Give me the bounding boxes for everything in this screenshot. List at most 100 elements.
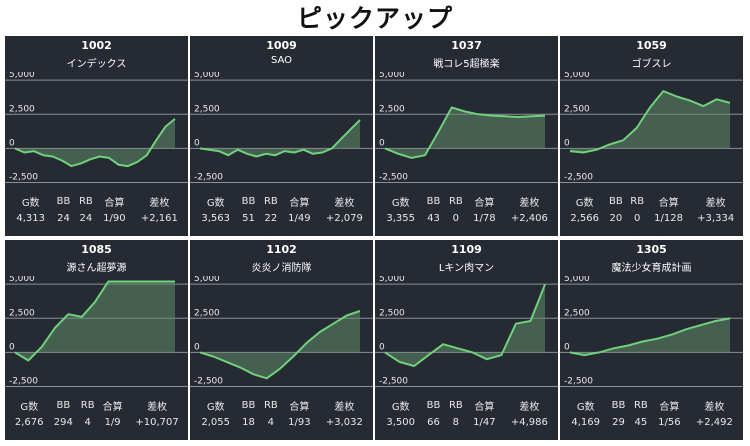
machine-stats: G数 BB RB 合算 差枚 2,055 18 4 1/93 +3,032: [194, 397, 372, 431]
machine-card[interactable]: 1305 魔法少女育成計画 5,000 2,500 0 -2,500 G数 BB RB 合算 差枚 4…: [560, 240, 743, 440]
y-tick-label: 2,500: [379, 308, 405, 318]
stat-header: 差枚: [519, 198, 540, 209]
y-tick-label: -2,500: [564, 376, 593, 386]
stat-combined: 1/90: [103, 213, 126, 224]
machine-card[interactable]: 1059 ゴブスレ 5,000 2,500 0 -2,500 G数 BB RB 合算 差枚 2,566…: [560, 36, 743, 236]
stat-rb: 8: [452, 417, 460, 428]
machine-card[interactable]: 1009 SAO 5,000 2,500 0 -2,500 G数 BB RB 合算 差枚 3,563 5…: [190, 36, 373, 236]
y-tick-label: 2,500: [564, 308, 590, 318]
machine-stats: G数 BB RB 合算 差枚 4,313 24 24 1/90 +2,161: [9, 193, 187, 227]
y-tick-label: 0: [379, 342, 385, 352]
machine-card[interactable]: 1109 Lキン肉マン 5,000 2,500 0 -2,500 G数 BB RB 合算 差枚 3,5…: [375, 240, 558, 440]
stat-diff: +2,492: [695, 417, 733, 428]
balance-area: [570, 91, 730, 153]
stat-header: 差枚: [149, 198, 170, 209]
machine-number: 1102: [266, 243, 297, 256]
machine-stats: G数 BB RB 合算 差枚 2,676 294 4 1/9 +10,707: [9, 397, 187, 431]
balance-line: [384, 106, 546, 159]
balance-area: [570, 318, 730, 356]
y-tick-label: -2,500: [379, 376, 408, 386]
stat-rb: 24: [79, 213, 93, 224]
balance-area: [200, 311, 360, 379]
y-tick-label: -2,500: [194, 376, 223, 386]
stat-header: 合算: [102, 402, 123, 413]
stat-header: 差枚: [705, 198, 726, 209]
stat-diff: +3,334: [697, 213, 735, 224]
machine-number: 1305: [636, 243, 667, 256]
y-tick-label: 2,500: [194, 308, 220, 318]
balance-line: [14, 118, 176, 168]
machine-name: インデックス: [66, 59, 127, 70]
stat-header: 合算: [659, 402, 680, 413]
stat-header: RB: [78, 196, 93, 207]
balance-line: [569, 317, 731, 357]
stat-header: BB: [241, 400, 256, 411]
machine-card[interactable]: 1085 源さん超夢源 5,000 2,500 0 -2,500 G数 BB RB 合算 差枚 2,6…: [5, 240, 188, 440]
stat-combined: 1/47: [473, 417, 496, 428]
stat-diff: +10,707: [135, 417, 179, 428]
balance-chart: 5,000 2,500 0 -2,500: [5, 72, 188, 183]
machine-number: 1009: [266, 39, 297, 52]
machine-number: 1059: [636, 39, 667, 52]
balance-chart: 5,000 2,500 0 -2,500: [560, 276, 743, 387]
balance-chart: 5,000 2,500 0 -2,500: [5, 276, 188, 387]
y-tick-label: 5,000: [9, 72, 35, 80]
stat-header: BB: [56, 196, 71, 207]
stat-header: 合算: [104, 198, 125, 209]
machine-card[interactable]: 1037 戦コレ5超極楽 5,000 2,500 0 -2,500 G数 BB RB 合算 差枚 3,…: [375, 36, 558, 236]
stat-bb: 43: [427, 213, 440, 224]
stat-bb: 66: [427, 417, 440, 428]
y-tick-label: 0: [194, 342, 200, 352]
y-tick-label: 0: [564, 342, 570, 352]
stat-combined: 1/49: [288, 213, 311, 224]
machine-name: 魔法少女育成計画: [611, 263, 692, 274]
machine-number: 1109: [451, 243, 482, 256]
stat-games: 2,676: [14, 417, 44, 428]
machine-name: ゴブスレ: [631, 59, 672, 70]
stat-header: G数: [21, 198, 40, 209]
stat-header: BB: [426, 400, 441, 411]
stat-header: 差枚: [334, 198, 355, 209]
stat-header: BB: [609, 196, 623, 207]
y-tick-label: 5,000: [379, 72, 405, 80]
stat-header: 差枚: [147, 402, 168, 413]
machine-stats: G数 BB RB 合算 差枚 3,355 43 0 1/78 +2,406: [379, 193, 557, 227]
machine-card[interactable]: 1102 炎炎ノ消防隊 5,000 2,500 0 -2,500 G数 BB RB 合算 差枚 2,0…: [190, 240, 373, 440]
stat-rb: 22: [264, 213, 278, 224]
stat-header: RB: [448, 400, 463, 411]
y-tick-label: 0: [564, 138, 570, 148]
y-tick-label: 2,500: [9, 308, 35, 318]
balance-area: [15, 281, 175, 361]
stat-header: BB: [426, 196, 441, 207]
y-tick-label: 2,500: [564, 104, 590, 114]
stat-header: 合算: [658, 198, 679, 209]
stat-header: RB: [448, 196, 463, 207]
stat-bb: 18: [242, 417, 255, 428]
stat-games: 3,355: [386, 213, 416, 224]
stat-header: RB: [263, 400, 278, 411]
stat-bb: 24: [57, 213, 70, 224]
stat-header: RB: [633, 400, 648, 411]
stat-diff: +3,032: [325, 417, 363, 428]
stat-header: 合算: [289, 402, 310, 413]
balance-chart: 5,000 2,500 0 -2,500: [190, 276, 373, 387]
machine-name: 戦コレ5超極楽: [433, 59, 500, 70]
stat-header: G数: [576, 402, 595, 413]
stat-combined: 1/128: [654, 213, 683, 224]
machine-name: SAO: [270, 55, 293, 66]
page-title: ピックアップ: [296, 4, 453, 33]
balance-chart: 5,000 2,500 0 -2,500: [560, 72, 743, 183]
machine-number: 1037: [451, 39, 482, 52]
stat-header: G数: [391, 198, 410, 209]
balance-chart: 5,000 2,500 0 -2,500: [375, 72, 558, 183]
balance-area: [385, 284, 545, 366]
balance-area: [15, 118, 175, 167]
stat-diff: +2,406: [510, 213, 548, 224]
stat-games: 4,313: [16, 213, 46, 224]
y-tick-label: -2,500: [564, 172, 593, 182]
y-tick-label: 5,000: [564, 72, 590, 80]
stat-header: 差枚: [334, 402, 355, 413]
y-tick-label: -2,500: [9, 172, 38, 182]
machine-card[interactable]: 1002 インデックス 5,000 2,500 0 -2,500 G数 BB RB 合算 差枚 4,3…: [5, 36, 188, 236]
stat-games: 3,563: [201, 213, 231, 224]
